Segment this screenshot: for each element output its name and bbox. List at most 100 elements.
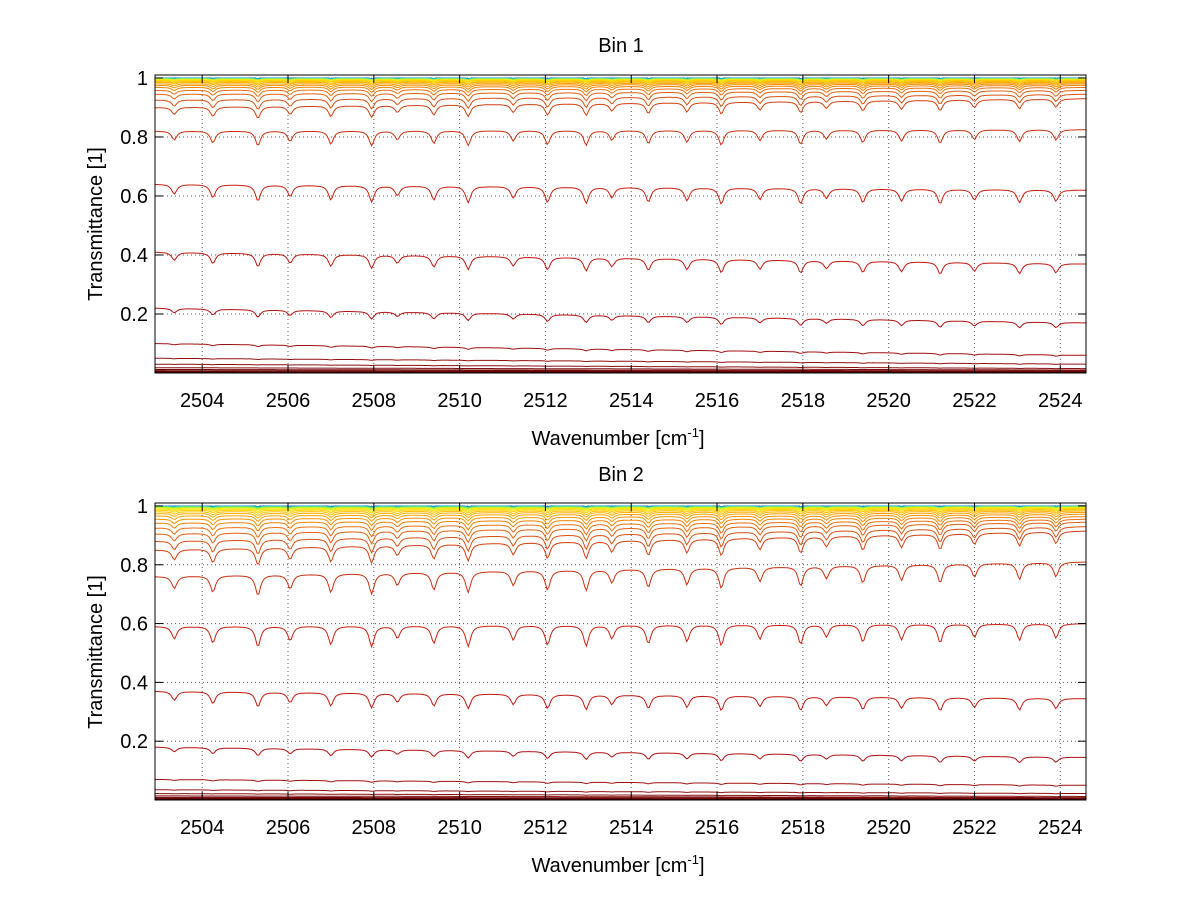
series-line bbox=[154, 512, 1086, 522]
x-tick-label: 2508 bbox=[352, 390, 397, 412]
series-line bbox=[155, 796, 1086, 799]
x-tick-label: 2522 bbox=[952, 817, 997, 839]
y-tick-label: 0.8 bbox=[120, 555, 148, 577]
series-line bbox=[155, 513, 1086, 527]
plot-area bbox=[155, 75, 1086, 373]
series-line bbox=[155, 623, 1086, 649]
series-line bbox=[155, 80, 1086, 85]
axes-box bbox=[154, 502, 1087, 801]
y-tick-label: 0.2 bbox=[120, 731, 148, 753]
plot-area bbox=[155, 503, 1086, 800]
y-axis-label: Transmittance [1] bbox=[85, 575, 107, 729]
x-tick-label: 2510 bbox=[437, 390, 482, 412]
x-axis-label-superscript: -1 bbox=[687, 425, 699, 440]
series-line bbox=[155, 506, 1086, 511]
x-tick-label: 2518 bbox=[781, 390, 826, 412]
y-tick-label: 1 bbox=[137, 68, 148, 90]
series-line bbox=[155, 81, 1086, 86]
ticks bbox=[155, 75, 1086, 373]
x-tick-label: 2514 bbox=[609, 817, 654, 839]
x-axis-label-main: Wavenumber [cm bbox=[531, 428, 687, 450]
x-tick-label: 2520 bbox=[866, 390, 911, 412]
x-tick-label: 2506 bbox=[266, 817, 311, 839]
series-line bbox=[155, 184, 1086, 205]
gridlines bbox=[155, 503, 1086, 800]
series-line bbox=[155, 795, 1086, 799]
chart-title: Bin 1 bbox=[598, 35, 644, 57]
series-line bbox=[155, 508, 1086, 514]
x-axis-label: Wavenumber [cm-1] bbox=[531, 852, 704, 877]
y-tick-labels: 0.2 0.4 0.6 0.8 1 bbox=[120, 496, 148, 753]
subplot-bin-2: Bin 2 2504 2506 2508 2510 2512 2514 2516 2518 25… bbox=[85, 464, 1087, 877]
x-axis-label-superscript: -1 bbox=[687, 852, 699, 867]
x-axis-label: Wavenumber [cm-1] bbox=[531, 425, 704, 450]
x-tick-label: 2520 bbox=[866, 817, 911, 839]
chart-title: Bin 2 bbox=[598, 464, 644, 486]
series-line bbox=[155, 561, 1087, 596]
series-line bbox=[155, 793, 1086, 798]
series-line bbox=[155, 82, 1086, 88]
x-axis-label-main: Wavenumber [cm bbox=[531, 855, 687, 877]
x-tick-label: 2514 bbox=[609, 390, 654, 412]
x-tick-label: 2524 bbox=[1038, 817, 1083, 839]
x-tick-label: 2508 bbox=[352, 817, 397, 839]
x-tick-label: 2512 bbox=[523, 390, 568, 412]
axes-box bbox=[154, 74, 1087, 374]
x-tick-label: 2524 bbox=[1038, 390, 1083, 412]
series-line bbox=[155, 83, 1086, 91]
series-line bbox=[155, 84, 1086, 93]
x-tick-label: 2518 bbox=[781, 817, 826, 839]
series-line bbox=[155, 518, 1086, 538]
ticks bbox=[155, 503, 1086, 800]
series-line bbox=[154, 307, 1086, 329]
y-tick-labels: 0.2 0.4 0.6 0.8 1 bbox=[120, 68, 148, 326]
series-group bbox=[154, 505, 1087, 801]
series-line bbox=[154, 129, 1087, 147]
series-line bbox=[155, 789, 1086, 795]
series-line bbox=[155, 79, 1086, 83]
x-tick-label: 2504 bbox=[180, 390, 225, 412]
series-line bbox=[155, 530, 1087, 565]
series-line bbox=[155, 509, 1086, 516]
series-line bbox=[155, 93, 1086, 110]
x-tick-label: 2510 bbox=[437, 817, 482, 839]
series-line bbox=[155, 507, 1086, 512]
series-line bbox=[155, 367, 1086, 371]
series-line bbox=[155, 746, 1086, 764]
series-line bbox=[155, 79, 1086, 83]
y-tick-label: 1 bbox=[137, 496, 148, 518]
series-line bbox=[155, 521, 1087, 545]
x-axis-label-end: ] bbox=[699, 855, 705, 877]
series-line bbox=[155, 363, 1086, 370]
x-tick-label: 2504 bbox=[180, 817, 225, 839]
x-tick-label: 2512 bbox=[523, 817, 568, 839]
subplot-bin-1: Bin 1 2504 2506 2508 2510 2512 2514 2516 2518 25… bbox=[85, 35, 1087, 450]
x-tick-label: 2516 bbox=[695, 817, 740, 839]
y-tick-label: 0.6 bbox=[120, 614, 148, 636]
x-tick-label: 2506 bbox=[266, 390, 311, 412]
y-tick-label: 0.6 bbox=[120, 186, 148, 208]
series-line bbox=[154, 778, 1086, 787]
series-line bbox=[155, 369, 1086, 372]
x-tick-label: 2522 bbox=[952, 390, 997, 412]
series-line bbox=[155, 251, 1086, 275]
y-tick-label: 0.2 bbox=[120, 304, 148, 326]
x-tick-labels: 2504 2506 2508 2510 2512 2514 2516 2518 2520 2522… bbox=[180, 390, 1083, 412]
y-axis-label: Transmittance [1] bbox=[85, 147, 107, 301]
series-line bbox=[155, 526, 1086, 554]
x-tick-label: 2516 bbox=[695, 390, 740, 412]
x-tick-labels: 2504 2506 2508 2510 2512 2514 2516 2518 2520 2522… bbox=[180, 817, 1083, 839]
y-tick-label: 0.4 bbox=[120, 672, 148, 694]
series-line bbox=[155, 510, 1086, 519]
series-line bbox=[155, 87, 1086, 97]
series-line bbox=[154, 343, 1086, 357]
y-tick-label: 0.8 bbox=[120, 127, 148, 149]
x-axis-label-end: ] bbox=[699, 428, 705, 450]
series-line bbox=[155, 357, 1087, 365]
y-tick-label: 0.4 bbox=[120, 245, 148, 267]
series-line bbox=[155, 98, 1087, 119]
series-line bbox=[155, 691, 1086, 711]
series-line bbox=[155, 516, 1086, 532]
series-line bbox=[154, 89, 1086, 103]
